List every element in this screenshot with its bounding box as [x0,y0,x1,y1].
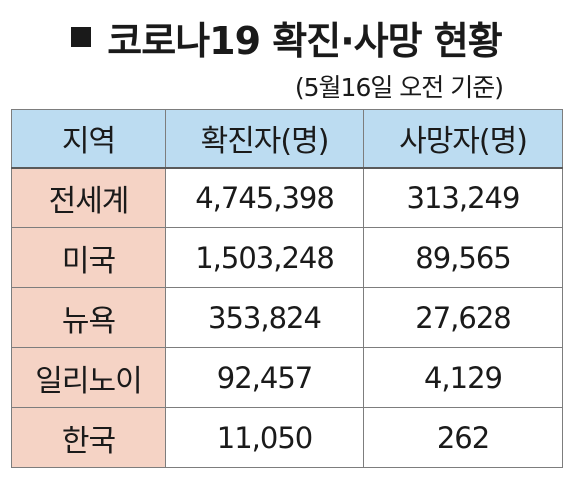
deaths-cell: 313,249 [363,166,563,228]
table-row: 미국 1,503,248 89,565 [11,227,563,288]
title-row: 코로나19 확진·사망 현황 [0,6,573,68]
region-cell: 전세계 [11,166,166,228]
region-cell: 미국 [11,227,166,288]
square-bullet-icon [71,27,92,47]
deaths-cell: 27,628 [363,287,563,348]
table-header-row: 지역 확진자(명) 사망자(명) [11,109,563,168]
table-row: 한국 11,050 262 [11,407,563,468]
covid-stats-table: 지역 확진자(명) 사망자(명) 전세계 4,745,398 313,249 미… [11,109,563,468]
confirmed-cell: 353,824 [165,287,364,348]
page-subtitle: (5월16일 오전 기준) [294,73,504,102]
table-row: 뉴욕 353,824 27,628 [11,287,563,348]
confirmed-cell: 11,050 [165,407,364,468]
deaths-cell: 4,129 [363,347,563,408]
confirmed-cell: 4,745,398 [165,166,364,228]
header-region: 지역 [11,109,166,168]
header-deaths: 사망자(명) [363,109,563,168]
deaths-cell: 89,565 [363,227,563,288]
confirmed-cell: 92,457 [165,347,364,408]
deaths-cell: 262 [363,407,563,468]
table-row: 일리노이 92,457 4,129 [11,347,563,408]
region-cell: 한국 [11,407,166,468]
table-row: 전세계 4,745,398 313,249 [11,166,563,228]
page-title: 코로나19 확진·사망 현황 [107,18,502,63]
region-cell: 뉴욕 [11,287,166,348]
region-cell: 일리노이 [11,347,166,408]
confirmed-cell: 1,503,248 [165,227,364,288]
header-confirmed: 확진자(명) [165,109,364,168]
